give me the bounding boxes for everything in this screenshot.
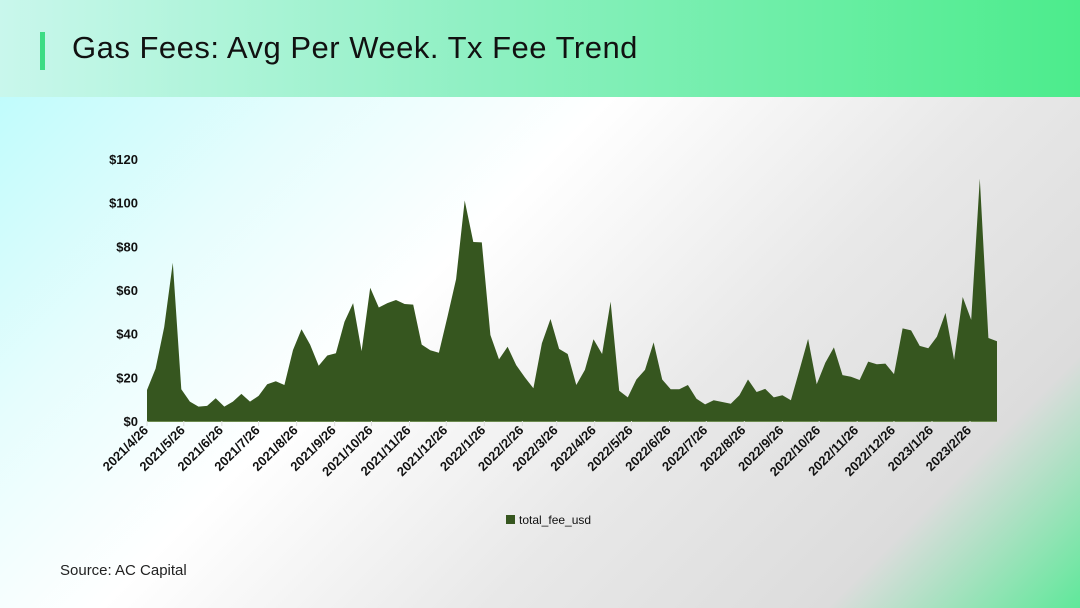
page-title: Gas Fees: Avg Per Week. Tx Fee Trend [72, 30, 638, 65]
x-axis: 2021/4/262021/5/262021/6/262021/7/262021… [100, 421, 974, 479]
y-tick-label: $20 [116, 370, 138, 385]
legend-label: total_fee_usd [519, 513, 591, 527]
y-tick-label: $0 [124, 414, 138, 429]
title-accent-bar [40, 32, 45, 70]
y-tick-label: $100 [109, 196, 138, 211]
y-axis: $0 $20 $40 $60 $80 $100 $120 [109, 152, 138, 429]
y-tick-label: $120 [109, 152, 138, 167]
y-tick-label: $60 [116, 283, 138, 298]
source-note: Source: AC Capital [60, 562, 187, 579]
y-tick-label: $80 [116, 239, 138, 254]
y-tick-label: $40 [116, 327, 138, 342]
header-band [0, 0, 1080, 97]
legend-swatch [506, 515, 515, 524]
legend: total_fee_usd [506, 513, 591, 527]
area-series-total-fee-usd [147, 178, 997, 421]
